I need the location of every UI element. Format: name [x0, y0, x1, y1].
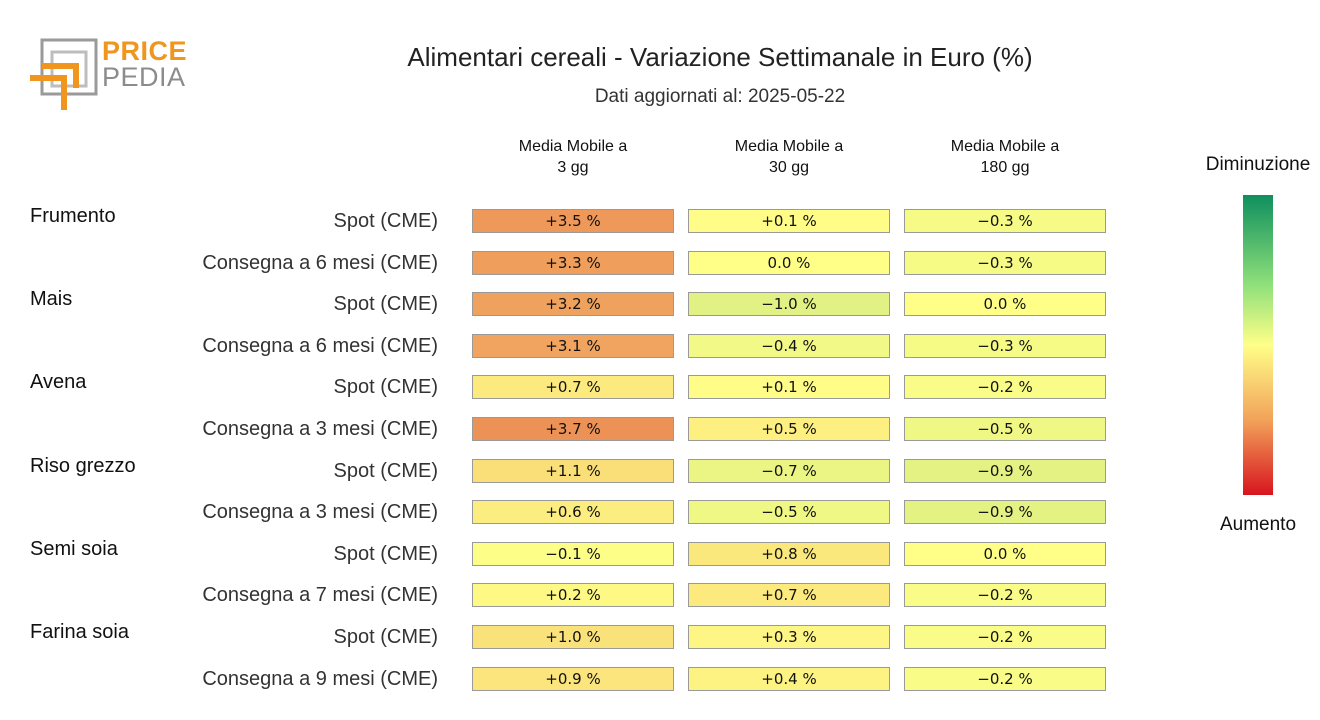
heatmap-cell: −0.7 %: [688, 458, 890, 483]
heatmap-cell: −0.3 %: [904, 333, 1106, 358]
heatmap-cell: −0.9 %: [904, 458, 1106, 483]
heatmap-cell: +0.3 %: [688, 625, 890, 649]
commodity-group-label: Semi soia: [30, 537, 118, 560]
column-header: Media Mobile a 180 gg: [950, 138, 1060, 176]
heatmap-cell: +0.6 %: [472, 500, 674, 525]
commodity-group-label: Avena: [30, 371, 87, 394]
logo-pedia-text: PEDIA: [102, 62, 186, 92]
heatmap-cell: +3.5 %: [472, 209, 674, 233]
heatmap-cell: −0.9 %: [904, 500, 1106, 525]
row-label: Consegna a 6 mesi (CME): [202, 251, 438, 274]
chart-subtitle: Dati aggiornati al: 2025-05-22: [594, 86, 846, 107]
heatmap-cell: −0.4 %: [688, 333, 890, 358]
heatmap-cell: +0.7 %: [688, 583, 890, 608]
heatmap-cell: +0.4 %: [688, 666, 890, 691]
heatmap-cell: +0.8 %: [688, 541, 890, 566]
heatmap-cell: −0.2 %: [904, 375, 1106, 400]
column-header: Media Mobile a 30 gg: [734, 138, 844, 176]
legend-colorbar: [1243, 195, 1273, 495]
heatmap-cell: −1.0 %: [688, 292, 890, 317]
heatmap-cell: +3.2 %: [472, 292, 674, 317]
commodity-group-label: Mais: [30, 288, 73, 311]
row-label: Consegna a 6 mesi (CME): [202, 334, 438, 357]
row-label: Consegna a 3 mesi (CME): [202, 418, 438, 440]
legend-bottom-label: Aumento: [1219, 514, 1297, 535]
heatmap-cell: −0.2 %: [904, 666, 1106, 691]
logo-mark-icon: [30, 38, 98, 110]
heatmap-cell: +0.1 %: [688, 375, 890, 400]
heatmap-cell: +0.1 %: [688, 209, 890, 233]
heatmap-cell: +0.7 %: [472, 375, 674, 400]
row-label: Spot (CME): [333, 210, 438, 232]
row-label: Consegna a 9 mesi (CME): [202, 667, 438, 690]
legend-top-label: Diminuzione: [1205, 154, 1311, 175]
row-label: Spot (CME): [333, 459, 438, 482]
row-label: Spot (CME): [333, 626, 438, 648]
heatmap-cell: 0.0 %: [688, 250, 890, 275]
commodity-group-label: Farina soia: [30, 621, 129, 643]
heatmap-cell: −0.2 %: [904, 625, 1106, 649]
logo-wordmark: PRICE PEDIA: [102, 36, 188, 92]
row-label: Spot (CME): [333, 542, 438, 565]
heatmap-cell: +3.7 %: [472, 417, 674, 441]
logo-price-text: PRICE: [102, 36, 188, 66]
heatmap-cell: +1.0 %: [472, 625, 674, 649]
row-label: Consegna a 7 mesi (CME): [202, 584, 438, 607]
chart-title: Alimentari cereali - Variazione Settiman…: [407, 42, 1033, 72]
heatmap-cell: −0.2 %: [904, 583, 1106, 608]
commodity-group-label: Frumento: [30, 205, 116, 227]
heatmap-cell: +0.9 %: [472, 666, 674, 691]
heatmap-cell: 0.0 %: [904, 541, 1106, 566]
heatmap-cell: −0.5 %: [688, 500, 890, 525]
row-label: Spot (CME): [333, 293, 438, 316]
heatmap-cell: +3.3 %: [472, 250, 674, 275]
heatmap-cell: +3.1 %: [472, 333, 674, 358]
column-header: Media Mobile a 3 gg: [518, 138, 628, 176]
heatmap-cell: +0.5 %: [688, 417, 890, 441]
commodity-group-label: Riso grezzo: [30, 454, 136, 477]
heatmap-cell: +1.1 %: [472, 458, 674, 483]
heatmap-cell: −0.3 %: [904, 209, 1106, 233]
pricepedia-logo: PRICE PEDIA: [30, 38, 200, 110]
row-label: Spot (CME): [333, 376, 438, 399]
row-label: Consegna a 3 mesi (CME): [202, 501, 438, 524]
heatmap-cell: 0.0 %: [904, 292, 1106, 317]
heatmap-cell: −0.3 %: [904, 250, 1106, 275]
heatmap-cell: −0.1 %: [472, 541, 674, 566]
heatmap-cell: −0.5 %: [904, 417, 1106, 441]
heatmap-cell: +0.2 %: [472, 583, 674, 608]
